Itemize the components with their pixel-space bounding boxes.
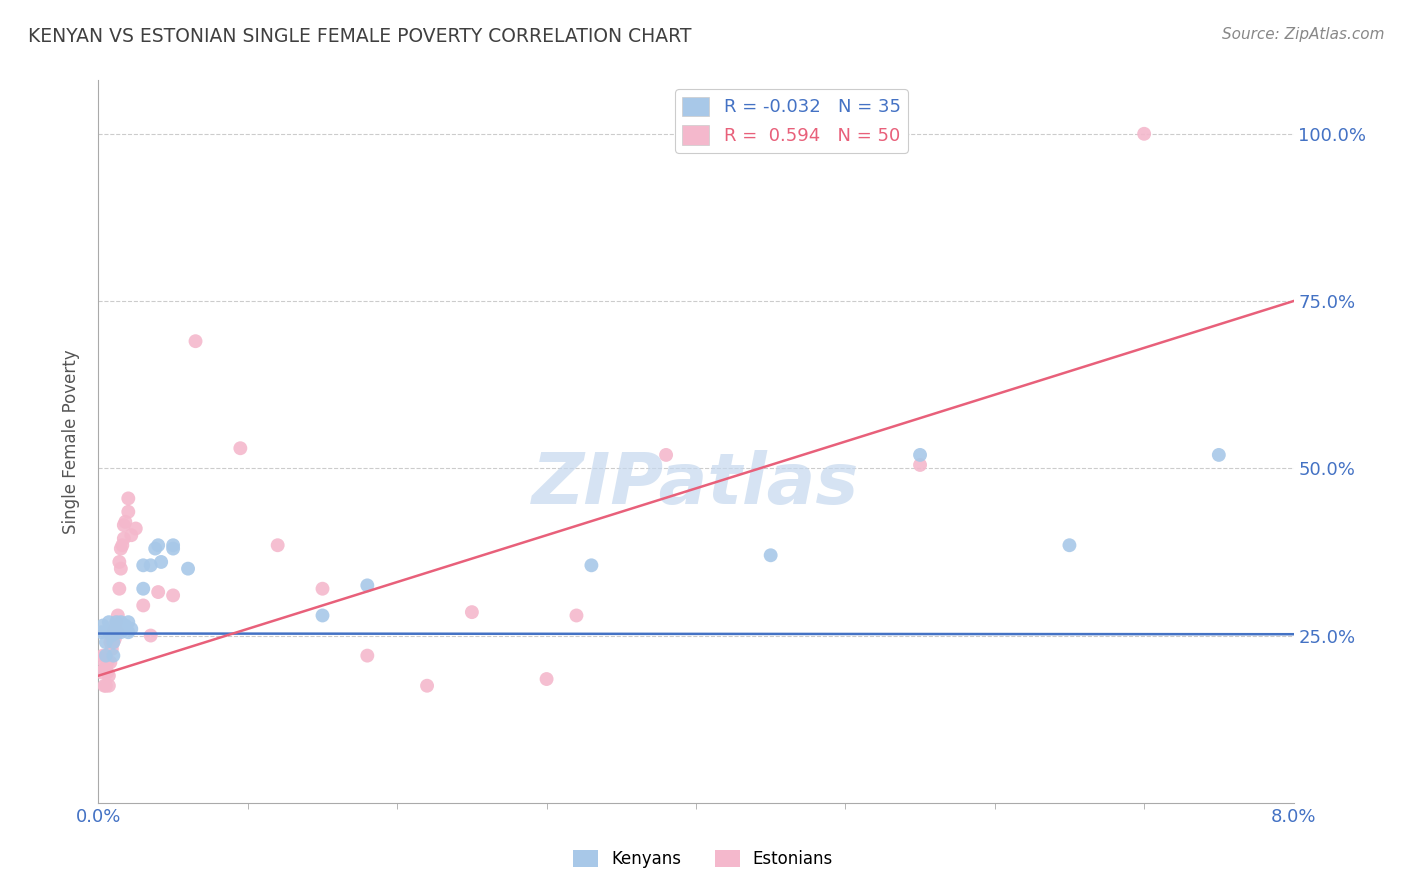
Point — [93, 679, 115, 693]
Point — [93, 662, 115, 676]
Legend: R = -0.032   N = 35, R =  0.594   N = 50: R = -0.032 N = 35, R = 0.594 N = 50 — [675, 89, 908, 153]
Point — [125, 521, 148, 535]
Point — [94, 648, 117, 663]
Point — [565, 608, 588, 623]
Point — [101, 632, 124, 646]
Point — [311, 608, 333, 623]
Point — [107, 622, 129, 636]
Point — [655, 448, 678, 462]
Point — [311, 582, 333, 596]
Point — [120, 528, 142, 542]
Point — [96, 655, 118, 669]
Point — [103, 635, 125, 649]
Point — [107, 625, 129, 640]
Point — [267, 538, 290, 552]
Point — [162, 538, 184, 552]
Point — [177, 562, 200, 576]
Point — [162, 589, 184, 603]
Text: ZIPatlas: ZIPatlas — [533, 450, 859, 519]
Point — [94, 635, 117, 649]
Point — [90, 625, 112, 640]
Point — [110, 625, 132, 640]
Point — [162, 541, 184, 556]
Point — [148, 585, 170, 599]
Point — [117, 491, 139, 506]
Point — [103, 648, 125, 663]
Point — [103, 625, 125, 640]
Point — [112, 622, 135, 636]
Point — [120, 622, 142, 636]
Point — [97, 615, 120, 630]
Point — [107, 608, 129, 623]
Point — [104, 622, 127, 636]
Point — [356, 578, 378, 592]
Point — [759, 548, 782, 563]
Point — [94, 679, 117, 693]
Point — [101, 628, 124, 642]
Point — [148, 538, 170, 552]
Point — [150, 555, 173, 569]
Point — [97, 679, 120, 693]
Point — [416, 679, 439, 693]
Point — [105, 615, 128, 630]
Point — [90, 652, 112, 666]
Point — [139, 628, 162, 642]
Point — [132, 582, 155, 596]
Point — [111, 538, 134, 552]
Point — [132, 558, 155, 573]
Point — [114, 618, 136, 632]
Point — [908, 458, 931, 472]
Point — [104, 632, 127, 646]
Point — [91, 618, 114, 632]
Point — [908, 448, 931, 462]
Point — [184, 334, 207, 349]
Point — [97, 669, 120, 683]
Point — [108, 555, 131, 569]
Point — [110, 562, 132, 576]
Text: Source: ZipAtlas.com: Source: ZipAtlas.com — [1222, 27, 1385, 42]
Point — [96, 665, 118, 680]
Point — [101, 642, 124, 657]
Text: KENYAN VS ESTONIAN SINGLE FEMALE POVERTY CORRELATION CHART: KENYAN VS ESTONIAN SINGLE FEMALE POVERTY… — [28, 27, 692, 45]
Point — [112, 518, 135, 533]
Point — [98, 655, 122, 669]
Point — [114, 515, 136, 529]
Point — [1133, 127, 1156, 141]
Point — [581, 558, 603, 573]
Point — [91, 648, 114, 663]
Point — [117, 615, 139, 630]
Y-axis label: Single Female Poverty: Single Female Poverty — [62, 350, 80, 533]
Point — [1208, 448, 1230, 462]
Point — [229, 442, 252, 455]
Point — [103, 635, 125, 649]
Point — [139, 558, 162, 573]
Point — [94, 662, 117, 676]
Point — [117, 505, 139, 519]
Point — [90, 665, 112, 680]
Point — [132, 599, 155, 613]
Point — [143, 541, 166, 556]
Point — [110, 615, 132, 630]
Point — [112, 532, 135, 546]
Point — [97, 625, 120, 640]
Point — [117, 625, 139, 640]
Point — [461, 605, 484, 619]
Point — [105, 615, 128, 630]
Point — [1059, 538, 1081, 552]
Point — [356, 648, 378, 663]
Point — [536, 672, 558, 686]
Legend: Kenyans, Estonians: Kenyans, Estonians — [567, 843, 839, 875]
Point — [108, 582, 131, 596]
Point — [110, 541, 132, 556]
Point — [98, 635, 122, 649]
Point — [105, 625, 128, 640]
